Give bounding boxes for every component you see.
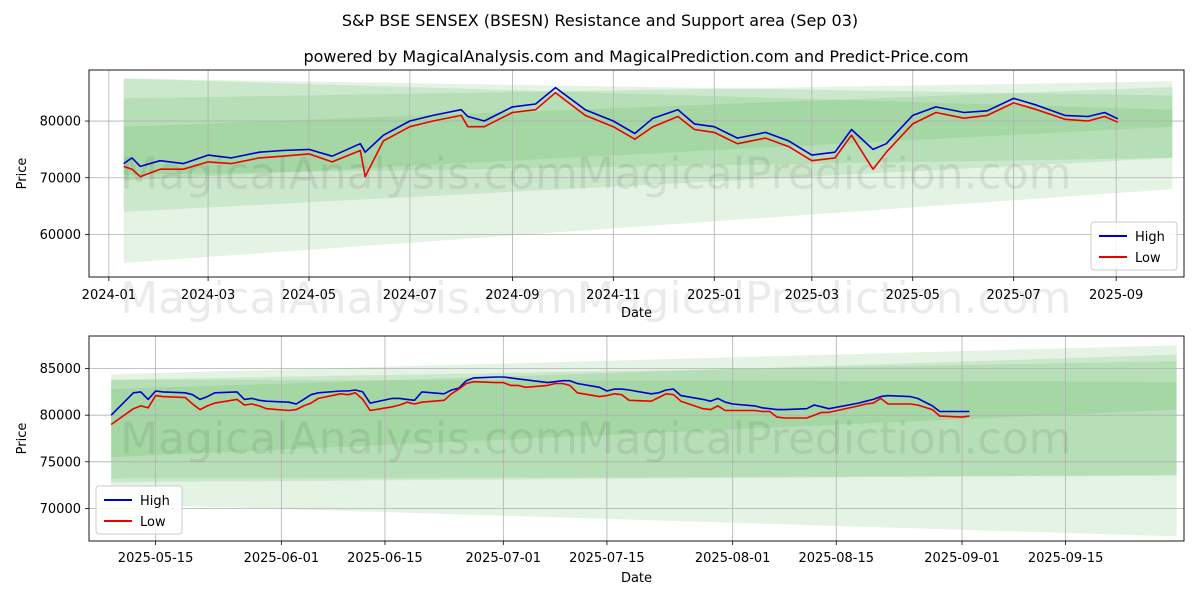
full-history-panel: 2024-01 2024-03 2024-05 2024-07 2024-09 2024-… xyxy=(15,69,1185,325)
watermark-prediction: MagicalPrediction.com xyxy=(577,414,1072,465)
y-axis-label: Price xyxy=(15,158,30,190)
y-tick-label: 70000 xyxy=(40,171,81,186)
x-tick-label: 2025-07-15 xyxy=(569,551,645,566)
band-2 xyxy=(111,379,1177,458)
series-line-low xyxy=(123,91,1119,178)
y-tick-label: 80000 xyxy=(40,115,81,130)
band-1 xyxy=(123,81,1173,212)
watermark-analysis: MagicalAnalysis.com xyxy=(120,149,578,200)
legend: High Low xyxy=(95,485,183,535)
x-tick-label: 2025-07 xyxy=(986,288,1040,303)
chart-title: S&P BSE SENSEX (BSESN) Resistance and Su… xyxy=(342,11,858,30)
legend-label-high: High xyxy=(1135,230,1165,245)
legend-label-low: Low xyxy=(140,515,166,530)
x-tick-label: 2025-06-15 xyxy=(347,551,423,566)
x-tick-label: 2024-07 xyxy=(383,288,437,303)
recent-panel: 2025-05-15 2025-06-01 2025-06-15 2025-07-01… xyxy=(15,335,1185,586)
band-0 xyxy=(111,345,1177,537)
plot-frame xyxy=(88,335,1185,542)
x-tick-label: 2024-09 xyxy=(485,288,539,303)
chart-subtitle: powered by MagicalAnalysis.com and Magic… xyxy=(303,47,968,66)
legend: High Low xyxy=(1090,221,1178,271)
watermark: MagicalAnalysis.comMagicalPrediction.com… xyxy=(120,149,1071,325)
band-1 xyxy=(111,361,1177,483)
legend-label-high: High xyxy=(140,494,170,509)
x-tick-label: 2025-03 xyxy=(785,288,839,303)
plot-frame xyxy=(88,69,1185,278)
y-tick-label: 85000 xyxy=(40,362,81,377)
x-tick-label: 2025-05-15 xyxy=(118,551,194,566)
x-tick-label: 2025-09-01 xyxy=(924,551,1000,566)
series-line-low xyxy=(110,380,970,426)
x-tick-label: 2024-11 xyxy=(586,288,640,303)
watermark-analysis: MagicalAnalysis.com xyxy=(120,414,578,465)
x-tick-label: 2025-01 xyxy=(687,288,741,303)
watermark-analysis: MagicalAnalysis.com xyxy=(120,273,578,324)
band-3 xyxy=(111,354,1177,479)
x-tick-label: 2025-07-01 xyxy=(466,551,542,566)
x-tick-label: 2025-08-01 xyxy=(695,551,771,566)
x-axis-label: Date xyxy=(621,306,652,321)
x-tick-label: 2024-05 xyxy=(282,288,336,303)
series-line-high xyxy=(123,86,1119,168)
x-tick-label: 2025-09 xyxy=(1089,288,1143,303)
x-tick-label: 2024-03 xyxy=(181,288,235,303)
y-tick-label: 75000 xyxy=(40,455,81,470)
legend-label-low: Low xyxy=(1135,251,1161,266)
x-tick-label: 2025-08-15 xyxy=(798,551,874,566)
series-line-high xyxy=(110,376,970,416)
x-axis-label: Date xyxy=(621,571,652,586)
watermark-prediction: MagicalPrediction.com xyxy=(577,149,1072,200)
y-tick-label: 70000 xyxy=(40,502,81,517)
band-0 xyxy=(123,78,1173,263)
y-tick-label: 60000 xyxy=(40,228,81,243)
watermark-prediction: MagicalPrediction.com xyxy=(577,273,1072,324)
x-tick-label: 2025-09-15 xyxy=(1028,551,1104,566)
y-axis-label: Price xyxy=(15,423,30,455)
y-tick-label: 80000 xyxy=(40,409,81,424)
x-tick-label: 2024-01 xyxy=(82,288,136,303)
x-tick-label: 2025-06-01 xyxy=(244,551,320,566)
x-tick-label: 2025-05 xyxy=(886,288,940,303)
